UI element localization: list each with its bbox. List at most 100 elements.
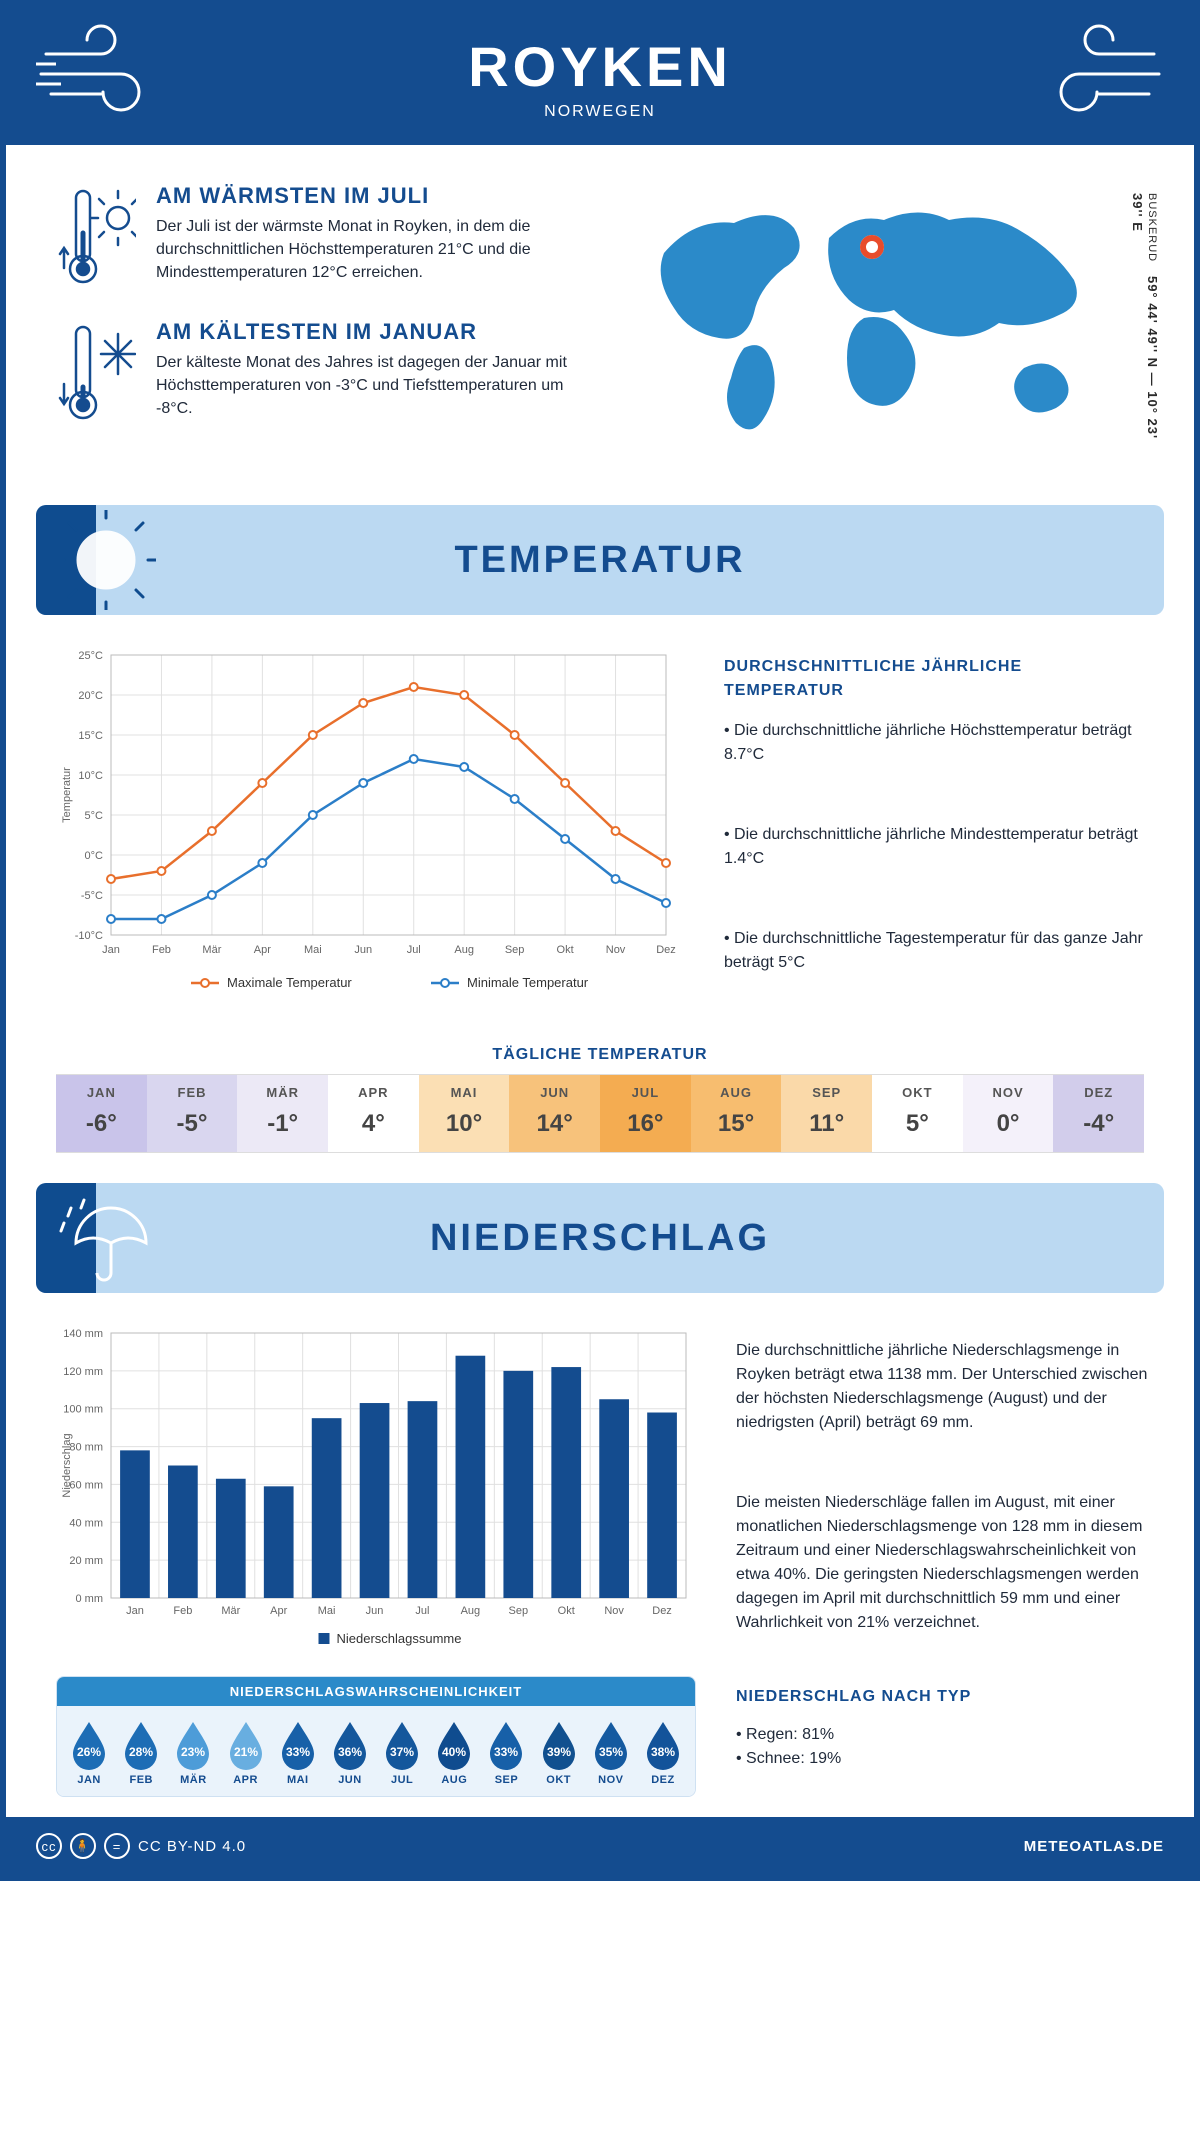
- svg-text:33%: 33%: [494, 1745, 518, 1759]
- daily-temp-title: TÄGLICHE TEMPERATUR: [6, 1046, 1194, 1064]
- svg-text:120 mm: 120 mm: [63, 1366, 103, 1378]
- svg-text:Jan: Jan: [102, 944, 120, 956]
- svg-text:39%: 39%: [547, 1745, 571, 1759]
- svg-text:Mär: Mär: [202, 944, 221, 956]
- svg-text:Okt: Okt: [558, 1605, 575, 1617]
- precipitation-bar-chart: 0 mm20 mm40 mm60 mm80 mm100 mm120 mm140 …: [56, 1323, 696, 1653]
- svg-text:-5°C: -5°C: [81, 890, 103, 902]
- prec-p2: Die meisten Niederschläge fallen im Augu…: [736, 1491, 1156, 1635]
- precip-prob-drop: 35%NOV: [585, 1718, 637, 1786]
- warmest-block: AM WÄRMSTEN IM JULI Der Juli ist der wär…: [56, 183, 594, 293]
- precip-prob-title: NIEDERSCHLAGSWAHRSCHEINLICHKEIT: [57, 1677, 695, 1706]
- prec-type-b1: • Regen: 81%: [736, 1723, 1156, 1747]
- site-name: METEOATLAS.DE: [1024, 1838, 1164, 1855]
- svg-text:10°C: 10°C: [78, 770, 103, 782]
- temperature-heading: TEMPERATUR: [454, 539, 745, 582]
- svg-text:Apr: Apr: [254, 944, 271, 956]
- license-label: CC BY-ND 4.0: [138, 1838, 246, 1855]
- svg-text:Temperatur: Temperatur: [61, 767, 73, 823]
- svg-text:Niederschlag: Niederschlag: [61, 1433, 73, 1497]
- svg-text:60 mm: 60 mm: [69, 1479, 103, 1491]
- daily-temp-table: JAN-6°FEB-5°MÄR-1°APR4°MAI10°JUN14°JUL16…: [56, 1074, 1144, 1153]
- svg-text:Aug: Aug: [461, 1605, 481, 1617]
- svg-text:Mai: Mai: [304, 944, 322, 956]
- precip-prob-drop: 21%APR: [220, 1718, 272, 1786]
- svg-text:36%: 36%: [338, 1745, 362, 1759]
- svg-text:33%: 33%: [286, 1745, 310, 1759]
- svg-text:Apr: Apr: [270, 1605, 287, 1617]
- temp-stats-title: DURCHSCHNITTLICHE JÄHRLICHE TEMPERATUR: [724, 655, 1144, 703]
- daily-cell: AUG15°: [691, 1075, 782, 1152]
- daily-cell: DEZ-4°: [1053, 1075, 1144, 1152]
- wind-icon-right: [1034, 24, 1164, 114]
- svg-text:Nov: Nov: [604, 1605, 624, 1617]
- svg-text:21%: 21%: [234, 1745, 258, 1759]
- sun-icon: [56, 510, 156, 610]
- svg-text:Mai: Mai: [318, 1605, 336, 1617]
- svg-text:Sep: Sep: [509, 1605, 529, 1617]
- wind-icon-left: [36, 24, 166, 114]
- precip-probability-panel: NIEDERSCHLAGSWAHRSCHEINLICHKEIT 26%JAN28…: [56, 1676, 696, 1797]
- intro-section: AM WÄRMSTEN IM JULI Der Juli ist der wär…: [6, 145, 1194, 485]
- precipitation-band: NIEDERSCHLAG: [36, 1183, 1164, 1293]
- svg-text:23%: 23%: [181, 1745, 205, 1759]
- svg-text:38%: 38%: [651, 1745, 675, 1759]
- svg-text:Jun: Jun: [366, 1605, 384, 1617]
- cc-icon: cc: [36, 1833, 62, 1859]
- footer: cc 🧍 = CC BY-ND 4.0 METEOATLAS.DE: [6, 1817, 1194, 1875]
- svg-text:Jul: Jul: [415, 1605, 429, 1617]
- world-map: BUSKERUD 59° 44' 49'' N — 10° 23' 39'' E: [624, 183, 1144, 455]
- svg-text:Niederschlagssumme: Niederschlagssumme: [337, 1631, 462, 1646]
- infographic-frame: ROYKEN NORWEGEN AM WÄRMSTEN IM JULI Der …: [0, 0, 1200, 1881]
- temperature-band: TEMPERATUR: [36, 505, 1164, 615]
- svg-text:0 mm: 0 mm: [76, 1593, 104, 1605]
- svg-text:15°C: 15°C: [78, 730, 103, 742]
- precip-prob-drop: 33%MAI: [272, 1718, 324, 1786]
- temperature-line-chart: -10°C-5°C0°C5°C10°C15°C20°C25°CJanFebMär…: [56, 645, 676, 1005]
- daily-cell: JUN14°: [509, 1075, 600, 1152]
- prec-type-title: NIEDERSCHLAG NACH TYP: [736, 1685, 1156, 1709]
- svg-text:0°C: 0°C: [85, 850, 104, 862]
- temp-b2: • Die durchschnittliche jährliche Mindes…: [724, 823, 1144, 871]
- svg-text:28%: 28%: [129, 1745, 153, 1759]
- coords: BUSKERUD 59° 44' 49'' N — 10° 23' 39'' E: [1130, 193, 1160, 455]
- umbrella-icon: [56, 1188, 156, 1288]
- svg-text:Feb: Feb: [173, 1605, 192, 1617]
- temp-b3: • Die durchschnittliche Tagestemperatur …: [724, 927, 1144, 975]
- daily-cell: JUL16°: [600, 1075, 691, 1152]
- svg-text:Dez: Dez: [656, 944, 676, 956]
- svg-text:25°C: 25°C: [78, 650, 103, 662]
- svg-text:Jun: Jun: [354, 944, 372, 956]
- precip-prob-drop: 23%MÄR: [167, 1718, 219, 1786]
- precip-prob-drop: 28%FEB: [115, 1718, 167, 1786]
- svg-text:Maximale Temperatur: Maximale Temperatur: [227, 975, 352, 990]
- svg-text:Feb: Feb: [152, 944, 171, 956]
- daily-cell: FEB-5°: [147, 1075, 238, 1152]
- svg-text:Okt: Okt: [557, 944, 574, 956]
- precipitation-row: 0 mm20 mm40 mm60 mm80 mm100 mm120 mm140 …: [6, 1313, 1194, 1817]
- svg-text:26%: 26%: [77, 1745, 101, 1759]
- precipitation-heading: NIEDERSCHLAG: [430, 1217, 770, 1260]
- thermometer-cold-icon: [56, 319, 136, 429]
- svg-text:Nov: Nov: [606, 944, 626, 956]
- svg-text:Aug: Aug: [454, 944, 474, 956]
- daily-cell: APR4°: [328, 1075, 419, 1152]
- svg-text:35%: 35%: [599, 1745, 623, 1759]
- svg-text:40 mm: 40 mm: [69, 1517, 103, 1529]
- svg-text:80 mm: 80 mm: [69, 1442, 103, 1454]
- svg-text:Jul: Jul: [407, 944, 421, 956]
- coldest-title: AM KÄLTESTEN IM JANUAR: [156, 319, 576, 345]
- header: ROYKEN NORWEGEN: [6, 6, 1194, 145]
- svg-text:140 mm: 140 mm: [63, 1328, 103, 1340]
- svg-text:37%: 37%: [390, 1745, 414, 1759]
- svg-text:-10°C: -10°C: [75, 930, 103, 942]
- svg-text:Jan: Jan: [126, 1605, 144, 1617]
- svg-text:20°C: 20°C: [78, 690, 103, 702]
- precip-prob-drop: 40%AUG: [428, 1718, 480, 1786]
- svg-text:Sep: Sep: [505, 944, 525, 956]
- precip-prob-drop: 26%JAN: [63, 1718, 115, 1786]
- daily-cell: NOV0°: [963, 1075, 1054, 1152]
- temperature-row: -10°C-5°C0°C5°C10°C15°C20°C25°CJanFebMär…: [6, 635, 1194, 1030]
- precip-prob-drop: 38%DEZ: [637, 1718, 689, 1786]
- svg-text:Minimale Temperatur: Minimale Temperatur: [467, 975, 589, 990]
